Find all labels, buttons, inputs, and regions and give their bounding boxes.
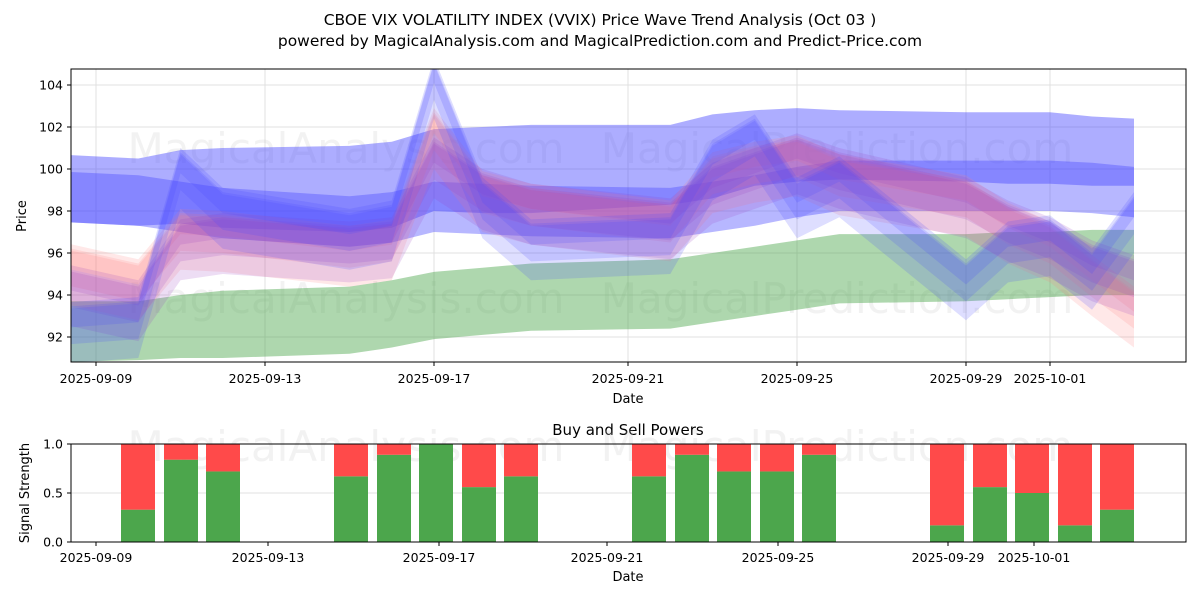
buy-bar <box>206 471 240 542</box>
red-wave-layer <box>71 114 1134 348</box>
signal-x-tick-label: 2025-09-25 <box>742 550 815 565</box>
blue-spike-wave-layer <box>71 69 1134 345</box>
blue-band-mid <box>71 160 1134 247</box>
main-watermarks: MagicalAnalysis.com MagicalPrediction.co… <box>128 124 1074 323</box>
red-wave-layer <box>71 112 1134 329</box>
sell-bar <box>121 444 155 510</box>
buy-bar <box>675 454 709 542</box>
main-x-tick-label: 2025-09-17 <box>398 371 471 386</box>
watermark-analysis-bottom: MagicalAnalysis.com <box>128 274 565 323</box>
buy-bar <box>164 459 198 542</box>
blue-band-upper <box>71 108 1134 232</box>
signal-y-tick-label: 0.5 <box>43 486 63 501</box>
buy-bar <box>462 487 496 542</box>
buy-bar <box>1015 493 1049 542</box>
buy-bar <box>377 454 411 542</box>
red-wave-layer <box>71 108 1134 312</box>
main-x-tick-label: 2025-09-09 <box>60 371 133 386</box>
main-y-tick-label: 100 <box>39 162 63 177</box>
signal-x-tick-label: 2025-09-13 <box>232 550 305 565</box>
blue-spike-wave-layer <box>71 69 1134 328</box>
main-y-tick-label: 94 <box>47 288 63 303</box>
main-x-tick-label: 2025-10-01 <box>1014 371 1087 386</box>
main-x-tick-label: 2025-09-13 <box>229 371 302 386</box>
sell-bar <box>334 444 368 477</box>
watermark-prediction-top: MagicalPrediction.com <box>601 124 1074 173</box>
main-x-axis-label: Date <box>612 392 643 407</box>
main-x-tick-label: 2025-09-25 <box>761 371 834 386</box>
sell-bar <box>377 444 411 455</box>
purple-wave-layer <box>71 133 1134 306</box>
buy-bar <box>1100 509 1134 542</box>
chart-subtitle: powered by MagicalAnalysis.com and Magic… <box>277 32 923 50</box>
chart-title: CBOE VIX VOLATILITY INDEX (VVIX) Price W… <box>323 11 877 29</box>
signal-x-tick-label: 2025-09-21 <box>571 550 644 565</box>
signal-x-axis-label: Date <box>612 570 643 585</box>
sell-bar <box>632 444 666 477</box>
sell-bar <box>504 444 538 477</box>
signal-y-axis-label: Signal Strength <box>18 443 33 543</box>
sell-bar <box>206 444 240 472</box>
sell-bar <box>1015 444 1049 493</box>
price-bands <box>71 69 1134 362</box>
main-x-tick-label: 2025-09-29 <box>930 371 1003 386</box>
purple-wave-layer <box>71 137 1134 323</box>
main-y-tick-label: 104 <box>39 78 63 93</box>
signal-x-tick-label: 2025-09-09 <box>60 550 133 565</box>
buy-bar <box>504 476 538 542</box>
signal-bars <box>121 444 1134 542</box>
sell-bar <box>1100 444 1134 510</box>
main-x-axis: 2025-09-09 2025-09-13 2025-09-17 2025-09-21… <box>60 362 1087 386</box>
blue-spike-wave-layer <box>71 69 1134 362</box>
signal-x-tick-label: 2025-09-29 <box>912 550 985 565</box>
main-y-axis: 92 94 96 98 100 102 104 <box>39 78 71 345</box>
main-grid <box>71 69 1186 362</box>
main-y-axis-label: Price <box>15 200 30 232</box>
buy-bar <box>121 509 155 542</box>
main-y-tick-label: 102 <box>39 120 63 135</box>
sell-bar <box>717 444 751 472</box>
main-x-tick-label: 2025-09-21 <box>592 371 665 386</box>
signal-x-tick-label: 2025-09-17 <box>403 550 476 565</box>
main-y-tick-label: 92 <box>47 330 63 345</box>
signal-chart-title: Buy and Sell Powers <box>552 421 704 439</box>
main-y-tick-label: 96 <box>47 246 63 261</box>
watermark-analysis-top: MagicalAnalysis.com <box>128 124 565 173</box>
buy-bar <box>802 454 836 542</box>
sell-bar <box>1058 444 1092 526</box>
main-y-tick-label: 98 <box>47 204 63 219</box>
sell-bar <box>802 444 836 455</box>
buy-bar <box>973 487 1007 542</box>
signal-y-axis: 0.0 0.5 1.0 <box>43 437 71 550</box>
sell-bar <box>930 444 964 526</box>
buy-bar <box>334 476 368 542</box>
sell-bar <box>760 444 794 472</box>
signal-x-tick-label: 2025-10-01 <box>998 550 1071 565</box>
sell-bar <box>462 444 496 488</box>
signal-y-tick-label: 1.0 <box>43 437 63 452</box>
green-band <box>71 229 1134 362</box>
sell-bar <box>675 444 709 455</box>
watermark-prediction-bottom: MagicalPrediction.com <box>601 274 1074 323</box>
signal-x-axis: 2025-09-09 2025-09-13 2025-09-17 2025-09-21… <box>60 542 1071 565</box>
buy-bar <box>1058 525 1092 542</box>
signal-y-tick-label: 0.0 <box>43 535 63 550</box>
purple-wave-layer <box>71 139 1134 342</box>
buy-bar <box>632 476 666 542</box>
buy-bar <box>419 444 453 542</box>
sell-bar <box>164 444 198 460</box>
buy-bar <box>760 471 794 542</box>
buy-bar <box>930 525 964 542</box>
buy-bar <box>717 471 751 542</box>
sell-bar <box>973 444 1007 488</box>
